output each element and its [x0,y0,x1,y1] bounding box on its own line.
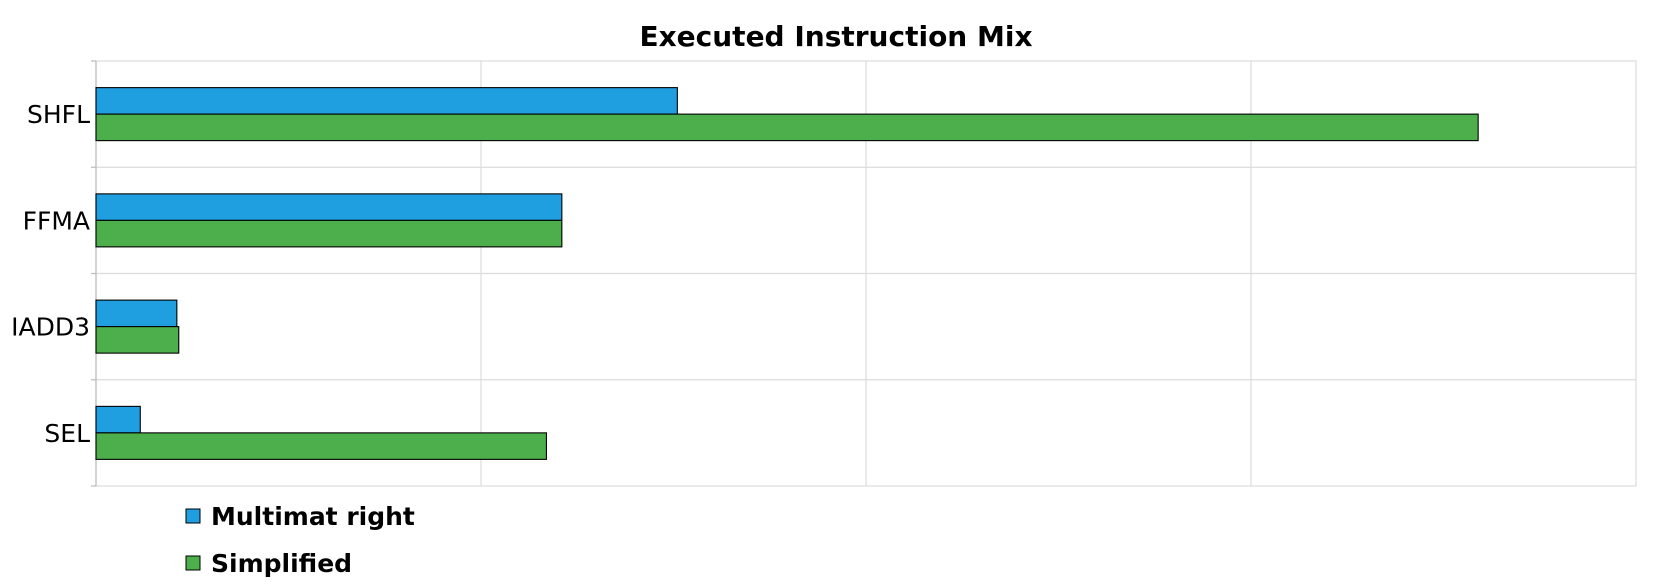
bar-ffma-multimat-right [95,193,563,221]
bar-iadd3-multimat-right [95,299,178,328]
legend: Multimat right Simplified [185,502,415,578]
category-label: SEL [44,419,90,448]
category-label: IADD3 [11,313,90,342]
bar-iadd3-simplified [95,326,180,354]
category-axis: SHFL FFMA IADD3 SEL [11,100,90,448]
bar-sel-simplified [95,432,548,460]
category-label: FFMA [23,206,90,235]
chart-title: Executed Instruction Mix [639,20,1032,53]
legend-swatch [185,508,201,524]
bar-shfl-multimat-right [95,87,678,115]
bar-ffma-simplified [95,219,563,248]
legend-label: Simplified [211,549,352,578]
bar-shfl-simplified [95,113,1479,142]
bars [95,87,1479,460]
category-label: SHFL [27,100,90,129]
legend-label: Multimat right [211,502,415,531]
legend-swatch [185,555,201,571]
bar-sel-multimat-right [95,405,141,434]
